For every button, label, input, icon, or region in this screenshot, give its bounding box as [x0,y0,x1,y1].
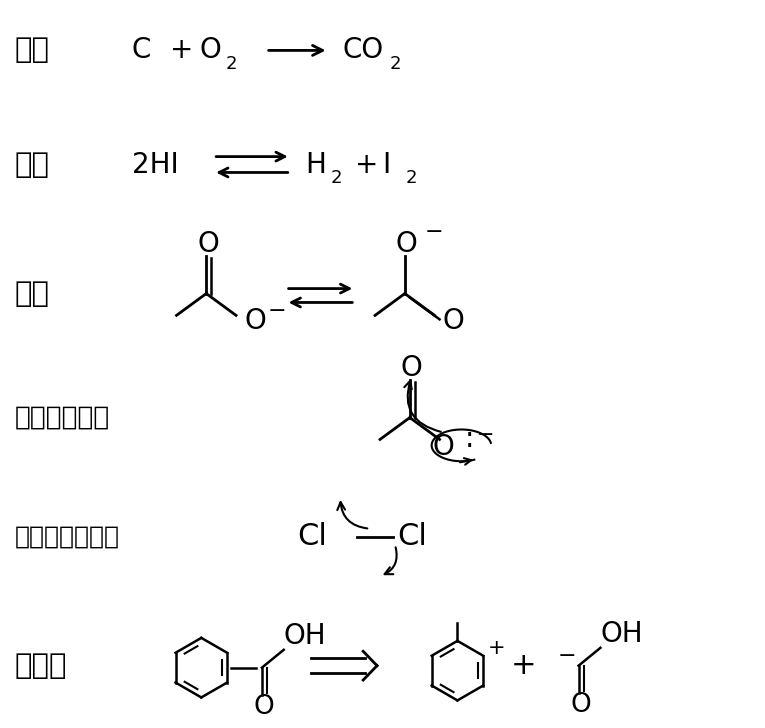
Text: +: + [355,151,379,178]
Text: O: O [433,433,454,462]
Text: O: O [200,36,221,64]
Text: 不対電子の移動: 不対電子の移動 [15,525,119,549]
Text: 2: 2 [405,170,418,187]
Text: 2: 2 [330,170,342,187]
Text: 2: 2 [225,55,236,74]
Text: 平衡: 平衡 [15,151,50,178]
Text: Cl: Cl [298,522,327,551]
Text: 反応: 反応 [15,36,50,64]
Text: I: I [382,151,390,178]
Text: −: − [558,646,576,666]
Text: +: + [511,651,537,680]
Text: OH: OH [284,622,327,650]
Text: 2HI: 2HI [132,151,178,178]
Text: H: H [305,151,327,178]
Text: O: O [197,230,219,258]
Text: O: O [396,230,418,258]
Text: 逆合成: 逆合成 [15,652,67,680]
Text: O: O [401,354,422,382]
Text: O: O [443,307,464,336]
Text: Cl: Cl [397,522,427,551]
Text: −: − [477,425,495,446]
Text: :: : [464,425,474,454]
Text: C: C [132,36,151,64]
Text: CO: CO [342,36,383,64]
Text: O: O [570,692,591,719]
Text: O: O [253,695,274,721]
Text: 2: 2 [390,55,402,74]
Text: O: O [244,307,265,336]
Text: +: + [170,36,193,64]
Text: −: − [268,301,286,321]
Text: +: + [488,638,506,658]
Text: 共鳴: 共鳴 [15,280,50,307]
Text: 電子対の移動: 電子対の移動 [15,405,110,430]
Text: −: − [425,222,443,242]
Text: OH: OH [601,620,643,648]
